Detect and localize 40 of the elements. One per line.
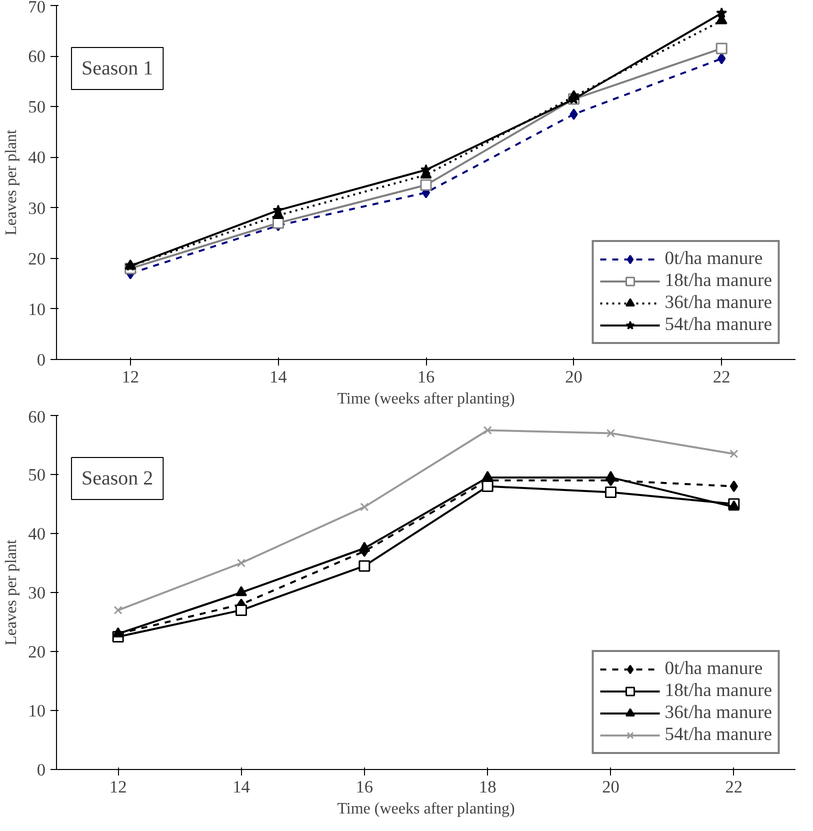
y-tick-label: 60 bbox=[28, 47, 46, 66]
y-tick-label: 40 bbox=[28, 148, 46, 168]
y-tick-label: 10 bbox=[28, 702, 46, 720]
y-tick-label: 10 bbox=[28, 300, 46, 319]
x-tick-label: 20 bbox=[602, 778, 620, 796]
y-tick-label: 0 bbox=[36, 350, 46, 370]
x-tick-label: 22 bbox=[725, 778, 743, 796]
x-tick-label: 16 bbox=[356, 778, 374, 796]
x-tick-label: 18 bbox=[478, 778, 496, 796]
x-tick-label: 14 bbox=[232, 778, 250, 796]
y-tick-label: 70 bbox=[28, 0, 46, 16]
y-tick-label: 30 bbox=[28, 584, 46, 602]
y-tick-label: 50 bbox=[28, 466, 46, 484]
x-tick-label: 14 bbox=[270, 368, 288, 386]
legend-label: 0t/ha manure bbox=[664, 248, 763, 270]
y-tick-label: 0 bbox=[36, 760, 46, 780]
legend-label: 36t/ha manure bbox=[664, 292, 772, 314]
annotation: Season 2 bbox=[82, 468, 154, 490]
x-tick-label: 20 bbox=[565, 368, 582, 386]
legend-label: 18t/ha manure bbox=[664, 270, 772, 292]
legend-label: 54t/ha manure bbox=[664, 724, 772, 746]
x-axis-title: Time (weeks after planting) bbox=[337, 800, 515, 818]
y-tick-label: 60 bbox=[28, 408, 46, 426]
annotation: Season 1 bbox=[82, 58, 154, 80]
y-axis-title: Leaves per plant bbox=[3, 539, 20, 646]
legend-label: 54t/ha manure bbox=[664, 314, 772, 336]
legend-label: 18t/ha manure bbox=[664, 680, 772, 702]
x-axis-title: Time (weeks after planting) bbox=[337, 390, 515, 408]
x-tick-label: 12 bbox=[122, 368, 140, 386]
x-tick-label: 12 bbox=[109, 778, 127, 796]
legend-label: 36t/ha manure bbox=[664, 702, 772, 724]
y-tick-label: 30 bbox=[28, 198, 46, 218]
y-tick-label: 40 bbox=[28, 524, 46, 544]
y-tick-label: 50 bbox=[28, 98, 46, 117]
legend-label: 0t/ha manure bbox=[664, 658, 763, 680]
y-tick-label: 20 bbox=[28, 249, 46, 268]
x-tick-label: 22 bbox=[712, 368, 730, 386]
x-tick-label: 16 bbox=[417, 368, 435, 386]
y-tick-label: 20 bbox=[28, 642, 46, 662]
y-axis-title: Leaves per plant bbox=[3, 129, 20, 236]
